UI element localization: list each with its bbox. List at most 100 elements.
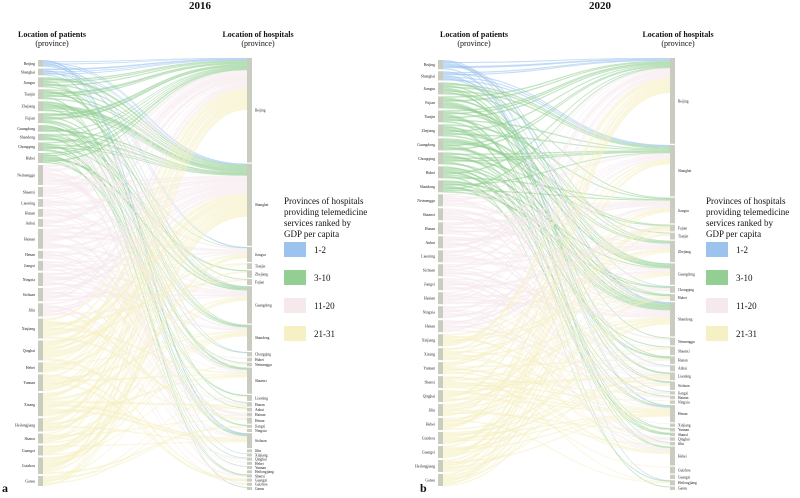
hospital-node-tianjin: [670, 232, 675, 240]
patient-label-hebei: Hebei: [26, 366, 35, 370]
hospital-node-chongqing: [670, 286, 675, 293]
hospital-label-sichuan: Sichuan: [678, 384, 690, 388]
legend-swatch: [284, 270, 306, 285]
patient-node-fujian: [438, 96, 443, 109]
hospital-node-henan: [247, 417, 252, 424]
hospital-node-neimenggu: [670, 337, 675, 346]
hospital-node-gansu: [247, 487, 252, 490]
patient-label-jiangxi: Jiangxi: [424, 283, 435, 287]
legend-label: 21-31: [314, 328, 335, 339]
patient-node-gansu: [38, 476, 43, 486]
hospital-label-guangxi: Guangxi: [678, 475, 690, 479]
patient-label-guangxi: Guangxi: [422, 451, 435, 455]
hospital-label-jiangxi: Jiangxi: [255, 425, 265, 429]
hospital-label-shandong: Shandong: [255, 336, 270, 340]
patient-node-chongqing: [38, 142, 43, 152]
legend-swatch: [706, 242, 728, 257]
patient-node-guizhou: [438, 432, 443, 445]
hospital-node-jiangxi: [247, 424, 252, 428]
hospital-label-henan: Henan: [255, 419, 265, 423]
hospital-label-hunan: Hunan: [678, 359, 688, 363]
panel-b-hospitals-header: Location of hospitals (province): [628, 30, 728, 48]
legend-title-a: Provinces of hospitals providing telemedi…: [284, 196, 414, 240]
legend-item: 3-10: [706, 270, 753, 285]
hospital-label-hubei: Hubei: [255, 358, 264, 362]
patient-label-beijing: Beijing: [424, 63, 435, 67]
patient-label-tianjin: Tianjin: [24, 93, 35, 97]
hospital-node-hubei: [670, 294, 675, 301]
patient-node-hebei: [38, 362, 43, 373]
patient-label-gansu: Gansu: [425, 479, 435, 483]
hospital-node-anhui: [670, 365, 675, 372]
legend-item: 1-2: [706, 242, 748, 257]
patient-label-henan: Henan: [425, 325, 435, 329]
patient-node-xinjiang: [38, 318, 43, 339]
legend-swatch: [706, 298, 728, 313]
patient-node-beijing: [438, 60, 443, 70]
hospital-label-chongqing: Chongqing: [678, 288, 694, 292]
hospital-label-henan: Henan: [678, 412, 688, 416]
legend-title-line: providing telemedicine: [706, 207, 790, 217]
legend-title-line: Provinces of hospitals: [706, 196, 786, 206]
hospital-node-hunan: [247, 402, 252, 407]
hospital-label-guangdong: Guangdong: [678, 272, 695, 276]
patient-node-shandong: [438, 180, 443, 193]
patient-node-anhui: [38, 218, 43, 227]
hospital-node-hainan: [247, 412, 252, 417]
legend-swatch: [284, 298, 306, 313]
patient-node-hebei: [438, 418, 443, 431]
patient-label-sichuan: Sichuan: [423, 269, 435, 273]
hospital-label-guangdong: Guangdong: [255, 303, 272, 307]
hospital-node-jiangsu: [670, 197, 675, 224]
hospital-label-yunnan: Yunnan: [678, 428, 689, 432]
hospital-label-hainan: Hainan: [255, 413, 266, 417]
panel-b-hospitals-sub: (province): [661, 39, 695, 48]
panel-a-patients-sub: (province): [35, 39, 69, 48]
patient-node-ningxia: [438, 306, 443, 319]
patient-node-henan: [438, 320, 443, 333]
patient-node-guangdong: [38, 125, 43, 132]
sankey-panel-b: Beijing Shanghai Jiangsu Fujian Tianjin Zheji…: [415, 57, 697, 491]
patient-node-chongqing: [438, 152, 443, 165]
patient-node-jilin: [438, 404, 443, 417]
hospital-label-fujian: Fujian: [255, 280, 264, 284]
hospital-label-xinjiang: Xinjiang: [255, 453, 268, 457]
patient-label-hubei: Hubei: [26, 157, 35, 161]
patient-label-xizang: Xizang: [424, 353, 435, 357]
panel-b-label: b: [420, 481, 427, 495]
panel-a-hospitals-header: Location of hospitals (province): [208, 30, 308, 48]
patient-label-zhejiang: Zhejiang: [22, 105, 36, 109]
hospital-node-guangxi: [247, 478, 252, 482]
patient-node-hubei: [38, 153, 43, 164]
legend-label: 1-2: [736, 244, 748, 255]
patient-node-fujian: [38, 113, 43, 124]
hospital-label-anhui: Anhui: [678, 367, 687, 371]
sankey-panel-a: Beijing Shanghai Jiangsu Tianjin Zhejiang Fuj…: [15, 57, 274, 491]
hospital-node-hebei: [670, 446, 675, 466]
hospital-label-hebei: Hebei: [255, 462, 264, 466]
hospital-node-shaanxi: [247, 367, 252, 394]
patient-label-fujian: Fujian: [25, 117, 35, 121]
hospital-node-beijing: [247, 58, 252, 163]
legend-title-line: providing telemedicine: [284, 207, 368, 217]
patient-node-guangdong: [438, 138, 443, 151]
hospital-label-qinghai: Qinghai: [678, 437, 690, 441]
hospital-node-hunan: [670, 356, 675, 365]
hospital-label-sichuan: Sichuan: [255, 439, 267, 443]
patient-label-xinjiang: Xinjiang: [22, 327, 35, 331]
hospital-node-liaoning: [247, 394, 252, 401]
panel-a-patients-header: Location of patients (province): [4, 30, 100, 48]
patient-label-guangxi: Guangxi: [22, 449, 35, 453]
hospital-node-qinghai: [670, 437, 675, 441]
panel-a-hospitals-header-text: Location of hospitals: [222, 30, 294, 39]
hospital-label-hebei: Hebei: [678, 454, 687, 458]
patient-node-ningxia: [38, 272, 43, 286]
patient-label-xinjiang: Xinjiang: [422, 339, 435, 343]
hospital-node-ningxia: [247, 429, 252, 433]
patient-node-shanxi: [438, 376, 443, 389]
hospital-label-neimenggu: Neimenggu: [678, 340, 695, 344]
hospital-label-jilin: Jilin: [255, 449, 261, 453]
hospital-node-guizhou: [247, 482, 252, 486]
patient-node-liaoning: [438, 250, 443, 263]
hospital-label-liaoning: Liaoning: [255, 396, 268, 400]
